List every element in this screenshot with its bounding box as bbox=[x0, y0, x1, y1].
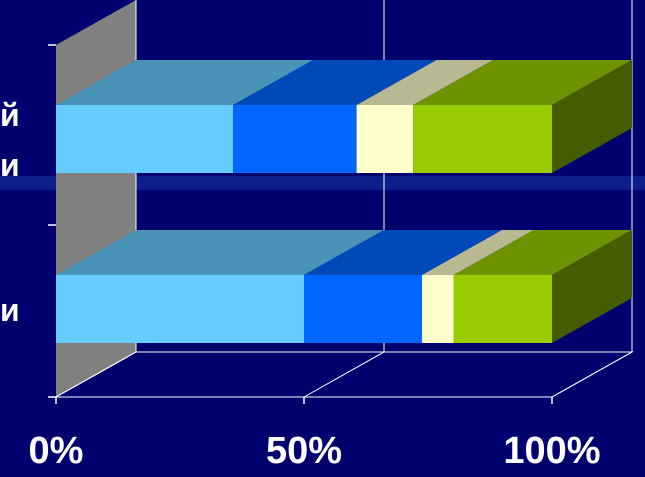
x-axis: 0% 50% 100% bbox=[29, 44, 601, 472]
bar-segment bbox=[422, 275, 454, 343]
gridline-floor bbox=[55, 351, 137, 398]
category-label: и bbox=[0, 147, 20, 183]
category-labels: йии bbox=[0, 97, 20, 328]
gridline-floor bbox=[303, 351, 385, 398]
category-label: и bbox=[0, 292, 20, 328]
x-tick-label: 50% bbox=[266, 430, 342, 472]
bar-segment bbox=[56, 275, 304, 343]
bar-segment bbox=[233, 105, 357, 173]
band-highlight bbox=[0, 176, 645, 190]
bar-segment bbox=[453, 275, 552, 343]
bar-segment-side bbox=[552, 230, 632, 343]
bar-segment-top bbox=[56, 230, 384, 275]
x-tick-label: 100% bbox=[503, 430, 600, 472]
bar-segment bbox=[413, 105, 552, 173]
x-tick-label: 0% bbox=[29, 430, 84, 472]
bar-segment-top bbox=[413, 60, 632, 105]
bar-segment-side bbox=[552, 60, 632, 173]
bar-segment-top bbox=[356, 60, 494, 105]
bar-segment bbox=[56, 105, 234, 173]
bar-segment bbox=[304, 275, 423, 343]
category-label: й bbox=[0, 97, 20, 133]
gridline-floor bbox=[551, 351, 633, 398]
bar-segment-top bbox=[304, 230, 503, 275]
bar-segment bbox=[356, 105, 414, 173]
bar-segment-top bbox=[233, 60, 437, 105]
bar-segment-top bbox=[453, 230, 632, 275]
stacked-bars bbox=[56, 60, 632, 343]
bar-segment-top bbox=[422, 230, 534, 275]
bar-segment-top bbox=[56, 60, 314, 105]
